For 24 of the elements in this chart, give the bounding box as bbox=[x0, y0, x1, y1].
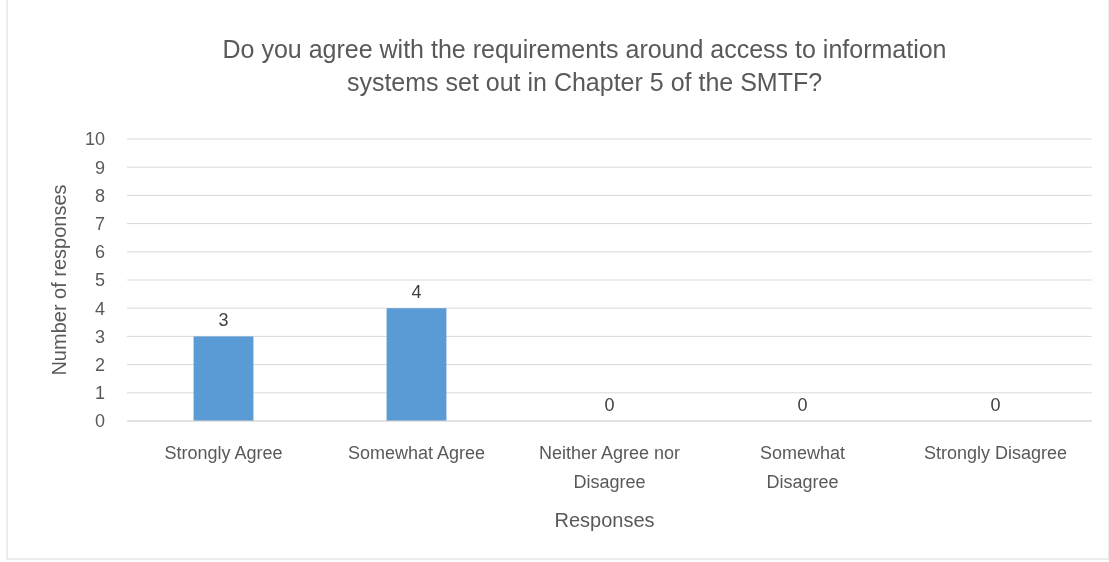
y-tick-label: 10 bbox=[84, 129, 105, 150]
x-tick-label: Somewhat Agree bbox=[347, 443, 486, 463]
y-tick-label: 4 bbox=[94, 298, 105, 319]
y-tick-label: 8 bbox=[94, 185, 105, 206]
y-tick-label: 2 bbox=[94, 354, 105, 375]
x-tick-label: Strongly Agree bbox=[164, 443, 283, 463]
chart-title: Do you agree with the requirements around access to information systems set out in Chapter 5 of the SMTF? bbox=[222, 35, 947, 96]
y-tick-label: 6 bbox=[94, 242, 105, 263]
y-tick-label: 7 bbox=[94, 213, 105, 234]
data-label: 0 bbox=[990, 395, 1001, 415]
data-label: 3 bbox=[218, 310, 229, 331]
y-tick-label: 1 bbox=[94, 383, 105, 404]
y-tick-label: 5 bbox=[94, 270, 105, 291]
data-label: 0 bbox=[604, 395, 615, 415]
y-tick-label: 3 bbox=[94, 326, 105, 347]
x-tick-label: Strongly Disagree bbox=[923, 443, 1068, 463]
y-tick-label: 9 bbox=[94, 157, 105, 178]
x-tick-label: Somewhat Disagree bbox=[759, 443, 846, 492]
x-tick-label: Neither Agree nor Disagree bbox=[538, 443, 681, 492]
x-axis-title: Responses bbox=[554, 509, 655, 531]
data-label: 0 bbox=[797, 395, 808, 415]
data-label: 4 bbox=[411, 282, 422, 303]
y-axis-title: Number of responses bbox=[48, 184, 70, 376]
y-tick-label: 0 bbox=[94, 411, 105, 432]
